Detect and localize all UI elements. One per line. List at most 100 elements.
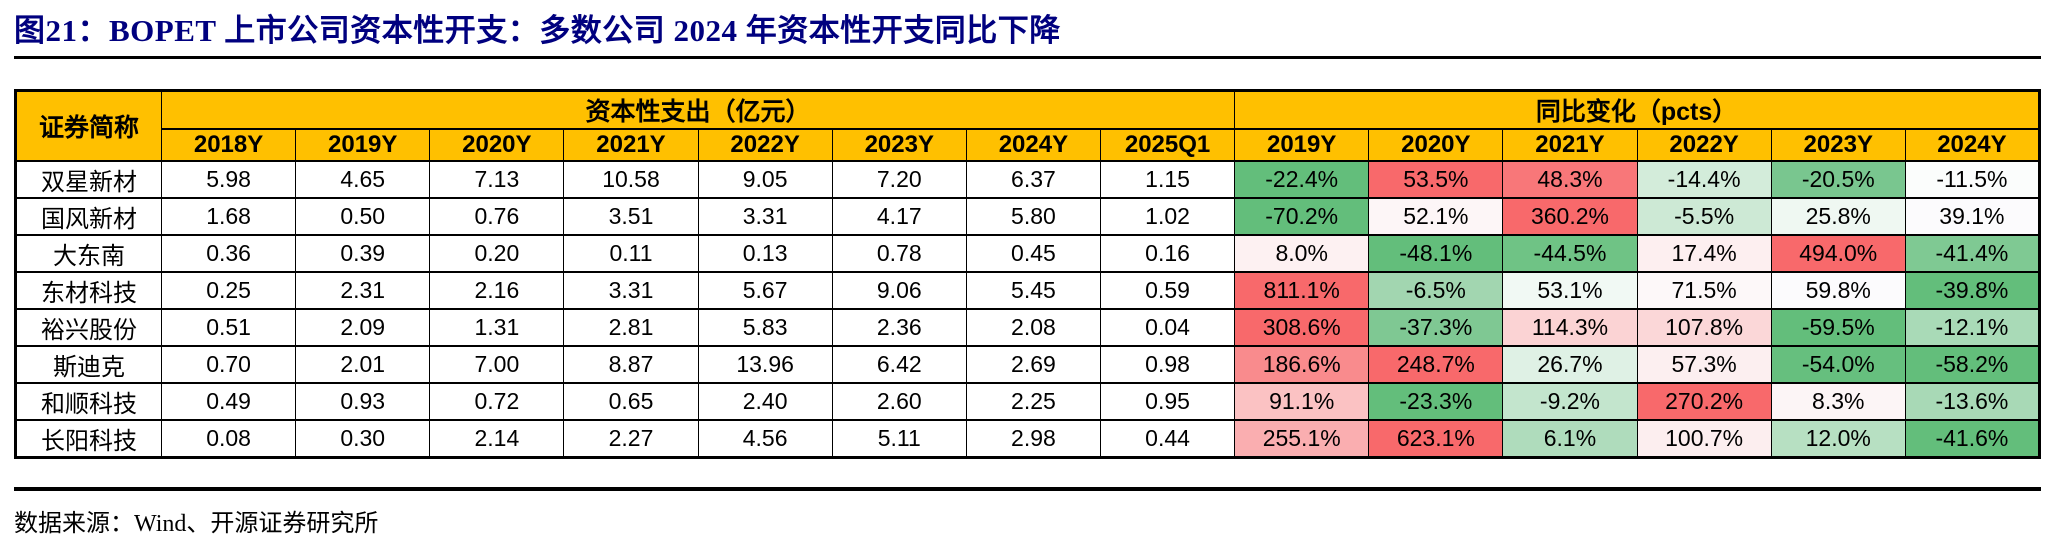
capex-value-cell: 5.11 [831, 419, 967, 459]
yoy-value-cell: 71.5% [1636, 271, 1772, 310]
table-row: 斯迪克 0.70 2.01 7.00 8.87 13.96 6.42 2.69 0.98 186.… [15, 345, 2041, 384]
capex-table: 证券简称 资本性支出（亿元） 同比变化（pcts） 2018Y 2019Y 2020Y 20… [14, 89, 2041, 459]
yoy-value-cell: -22.4% [1234, 160, 1370, 199]
yoy-value-cell: 25.8% [1770, 197, 1906, 236]
capex-value-cell: 2.16 [429, 271, 565, 310]
capex-value-cell: 4.56 [697, 419, 833, 459]
figure-title: 图21：BOPET 上市公司资本性开支：多数公司 2024 年资本性开支同比下降 [14, 13, 1061, 48]
table-row: 国风新材 1.68 0.50 0.76 3.51 3.31 4.17 5.80 1.02 -70.… [15, 197, 2041, 236]
capex-value-cell: 0.78 [831, 234, 967, 273]
yoy-value-cell: -9.2% [1502, 382, 1638, 421]
yoy-value-cell: 494.0% [1770, 234, 1906, 273]
year-header: 2023Y [831, 128, 967, 162]
company-name-cell: 长阳科技 [15, 419, 162, 459]
yoy-value-cell: -70.2% [1234, 197, 1370, 236]
company-name-cell: 斯迪克 [15, 345, 162, 384]
yoy-value-cell: 8.0% [1234, 234, 1370, 273]
capex-value-cell: 2.60 [831, 382, 967, 421]
year-header-row: 2018Y 2019Y 2020Y 2021Y 2022Y 2023Y 2024Y 2025Q… [16, 128, 2041, 162]
capex-value-cell: 0.59 [1099, 271, 1236, 310]
table-row: 长阳科技 0.08 0.30 2.14 2.27 4.56 5.11 2.98 0.44 255.… [15, 419, 2041, 459]
capex-value-cell: 0.04 [1099, 308, 1236, 347]
capex-value-cell: 2.81 [563, 308, 699, 347]
capex-value-cell: 0.30 [295, 419, 431, 459]
yoy-value-cell: 53.1% [1502, 271, 1638, 310]
capex-value-cell: 1.68 [160, 197, 297, 236]
capex-value-cell: 0.20 [429, 234, 565, 273]
capex-value-cell: 0.70 [160, 345, 297, 384]
capex-value-cell: 2.25 [965, 382, 1101, 421]
yoy-value-cell: 52.1% [1368, 197, 1504, 236]
yoy-value-cell: 6.1% [1502, 419, 1638, 459]
capex-value-cell: 0.08 [160, 419, 297, 459]
year-header: 2021Y [1502, 128, 1638, 162]
capex-value-cell: 0.51 [160, 308, 297, 347]
yoy-value-cell: 57.3% [1636, 345, 1772, 384]
company-name-cell: 和顺科技 [15, 382, 162, 421]
capex-value-cell: 7.20 [831, 160, 967, 199]
yoy-value-cell: -48.1% [1368, 234, 1504, 273]
yoy-value-cell: -58.2% [1904, 345, 2041, 384]
capex-value-cell: 2.31 [295, 271, 431, 310]
capex-value-cell: 5.45 [965, 271, 1101, 310]
yoy-value-cell: 107.8% [1636, 308, 1772, 347]
capex-value-cell: 3.31 [697, 197, 833, 236]
company-name-cell: 国风新材 [15, 197, 162, 236]
capex-value-cell: 0.98 [1099, 345, 1236, 384]
capex-value-cell: 8.87 [563, 345, 699, 384]
table-row: 和顺科技 0.49 0.93 0.72 0.65 2.40 2.60 2.25 0.95 91.1… [15, 382, 2041, 421]
table-row: 双星新材 5.98 4.65 7.13 10.58 9.05 7.20 6.37 1.15 -22… [15, 160, 2041, 199]
capex-value-cell: 0.36 [160, 234, 297, 273]
capex-value-cell: 0.49 [160, 382, 297, 421]
capex-value-cell: 1.31 [429, 308, 565, 347]
capex-value-cell: 0.25 [160, 271, 297, 310]
year-header: 2019Y [295, 128, 431, 162]
capex-value-cell: 0.95 [1099, 382, 1236, 421]
yoy-value-cell: -5.5% [1636, 197, 1772, 236]
title-divider [14, 56, 2041, 59]
capex-value-cell: 0.50 [295, 197, 431, 236]
yoy-value-cell: -11.5% [1904, 160, 2041, 199]
yoy-value-cell: -41.6% [1904, 419, 2041, 459]
yoy-value-cell: -20.5% [1770, 160, 1906, 199]
capex-value-cell: 0.76 [429, 197, 565, 236]
year-header: 2019Y [1234, 128, 1370, 162]
capex-value-cell: 0.13 [697, 234, 833, 273]
table-row: 东材科技 0.25 2.31 2.16 3.31 5.67 9.06 5.45 0.59 811.… [15, 271, 2041, 310]
yoy-value-cell: -14.4% [1636, 160, 1772, 199]
name-column-header: 证券简称 [15, 89, 162, 162]
yoy-value-cell: 248.7% [1368, 345, 1504, 384]
year-header: 2018Y [160, 128, 297, 162]
capex-value-cell: 0.16 [1099, 234, 1236, 273]
source-note: 数据来源：Wind、开源证券研究所 [14, 511, 379, 537]
yoy-value-cell: -13.6% [1904, 382, 2041, 421]
yoy-value-cell: -44.5% [1502, 234, 1638, 273]
capex-value-cell: 7.00 [429, 345, 565, 384]
capex-value-cell: 6.42 [831, 345, 967, 384]
capex-value-cell: 0.45 [965, 234, 1101, 273]
yoy-value-cell: 53.5% [1368, 160, 1504, 199]
capex-value-cell: 6.37 [965, 160, 1101, 199]
capex-value-cell: 5.67 [697, 271, 833, 310]
yoy-value-cell: -12.1% [1904, 308, 2041, 347]
capex-value-cell: 9.05 [697, 160, 833, 199]
year-header: 2020Y [1368, 128, 1504, 162]
footer-divider [14, 487, 2041, 491]
capex-value-cell: 2.98 [965, 419, 1101, 459]
capex-value-cell: 5.98 [160, 160, 297, 199]
capex-value-cell: 2.09 [295, 308, 431, 347]
capex-value-cell: 0.72 [429, 382, 565, 421]
capex-value-cell: 1.02 [1099, 197, 1236, 236]
capex-value-cell: 4.17 [831, 197, 967, 236]
yoy-value-cell: 17.4% [1636, 234, 1772, 273]
yoy-value-cell: -6.5% [1368, 271, 1504, 310]
capex-value-cell: 1.15 [1099, 160, 1236, 199]
year-header: 2021Y [563, 128, 699, 162]
yoy-value-cell: 100.7% [1636, 419, 1772, 459]
table-row: 大东南 0.36 0.39 0.20 0.11 0.13 0.78 0.45 0.16 8.0% -… [15, 234, 2041, 273]
table-head: 证券简称 资本性支出（亿元） 同比变化（pcts） 2018Y 2019Y 2020Y 20… [15, 89, 2041, 162]
yoy-value-cell: -37.3% [1368, 308, 1504, 347]
table-body: 双星新材 5.98 4.65 7.13 10.58 9.05 7.20 6.37 1.15 -22… [15, 160, 2041, 459]
capex-value-cell: 2.40 [697, 382, 833, 421]
